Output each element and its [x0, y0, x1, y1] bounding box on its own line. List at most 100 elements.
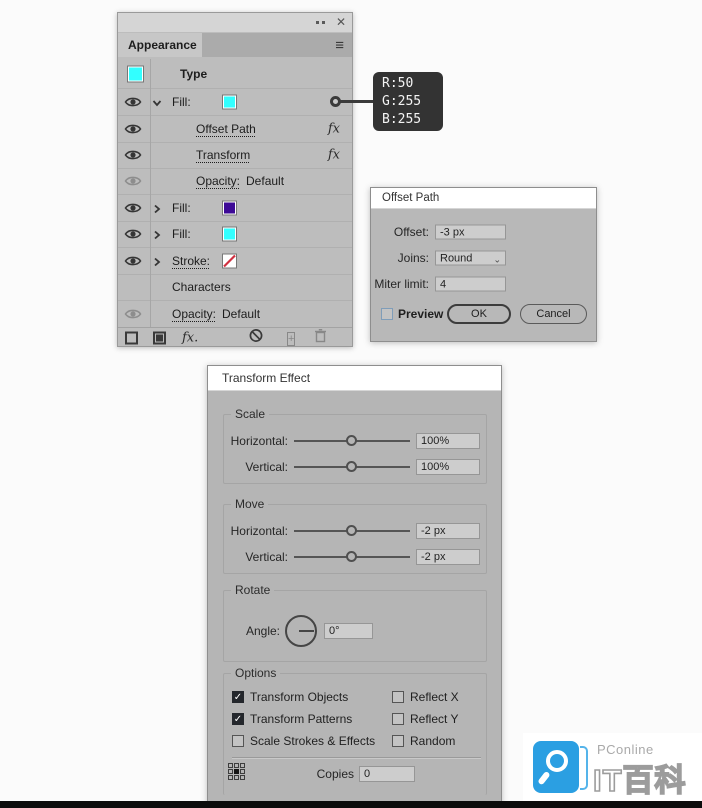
fill-color-swatch[interactable]: [222, 200, 237, 216]
row-label[interactable]: Fill:: [172, 201, 191, 215]
duplicate-item-icon[interactable]: +: [287, 332, 296, 346]
appearance-row-type[interactable]: Type: [118, 59, 352, 89]
cancel-button[interactable]: Cancel: [520, 304, 587, 324]
visibility-eye-icon-dim[interactable]: [124, 175, 142, 188]
panel-menu-icon[interactable]: ≡: [335, 37, 344, 54]
move-group: Move Horizontal: Vertical:: [223, 497, 487, 574]
row-label[interactable]: Fill:: [172, 95, 191, 109]
checkbox-reflect-y[interactable]: ✓: [392, 713, 404, 725]
tooltip-connector-line: [340, 100, 374, 103]
appearance-row-offset-path[interactable]: Offset Path fx: [118, 116, 352, 143]
color-target-dot[interactable]: [330, 96, 341, 107]
fx-effect-icon[interactable]: fx: [327, 121, 340, 137]
panel-tab-bar: Appearance ≡: [118, 33, 352, 57]
tooltip-g-value: G:255: [382, 94, 422, 109]
appearance-row-fill-purple[interactable]: Fill:: [118, 195, 352, 222]
appearance-row-transform[interactable]: Transform fx: [118, 142, 352, 169]
add-new-fill-icon[interactable]: [153, 331, 166, 345]
watermark: PConline IT百科: [523, 733, 702, 801]
visibility-eye-icon[interactable]: [124, 202, 142, 215]
move-vertical-input[interactable]: [416, 549, 480, 565]
panel-window-bar[interactable]: ✕: [118, 13, 352, 33]
joins-label: Joins:: [397, 251, 429, 265]
fx-effect-icon[interactable]: fx: [327, 147, 340, 163]
checkbox-random[interactable]: ✓: [392, 735, 404, 747]
type-color-swatch[interactable]: [127, 65, 144, 82]
appearance-row-fill-top[interactable]: Fill:: [118, 89, 352, 116]
visibility-eye-icon[interactable]: [124, 228, 142, 241]
row-label[interactable]: Fill:: [172, 227, 191, 241]
reference-point-locator-icon[interactable]: [228, 763, 247, 782]
dialog-title[interactable]: Transform Effect: [208, 366, 501, 391]
appearance-row-fill-cyan[interactable]: Fill:: [118, 221, 352, 248]
stroke-none-swatch[interactable]: [222, 253, 237, 269]
dialog-title[interactable]: Offset Path: [371, 188, 596, 209]
fill-color-swatch[interactable]: [222, 94, 237, 110]
angle-dial[interactable]: [285, 615, 317, 647]
effect-link-transform[interactable]: Transform: [196, 148, 251, 162]
magnifier-icon: [546, 750, 568, 772]
opacity-value: Default: [246, 174, 285, 188]
chevron-down-icon[interactable]: [151, 96, 163, 108]
watermark-brand: PConline: [597, 742, 654, 757]
scale-vertical-slider[interactable]: [294, 461, 410, 473]
copies-label: Copies: [316, 767, 354, 781]
options-divider: [232, 757, 481, 758]
ok-button[interactable]: OK: [447, 304, 511, 324]
tab-appearance[interactable]: Appearance: [118, 33, 202, 57]
close-icon[interactable]: ✕: [335, 15, 346, 29]
row-label[interactable]: Characters: [172, 280, 231, 294]
miter-limit-input[interactable]: [435, 276, 506, 292]
appearance-row-stroke[interactable]: Stroke:: [118, 248, 352, 275]
move-horizontal-input[interactable]: [416, 523, 480, 539]
visibility-eye-icon-dim[interactable]: [124, 308, 142, 321]
copies-input[interactable]: [359, 766, 415, 782]
joins-dropdown[interactable]: Round ⌄: [435, 250, 506, 266]
rotate-legend: Rotate: [231, 583, 275, 597]
move-vertical-slider[interactable]: [294, 551, 410, 563]
checkbox-label: Reflect X: [410, 690, 459, 704]
appearance-row-opacity-nested[interactable]: Opacity: Default: [118, 168, 352, 195]
chevron-right-icon[interactable]: [151, 255, 163, 267]
appearance-panel: ✕ Appearance ≡ Type Fill: Offse: [117, 12, 353, 347]
appearance-row-opacity[interactable]: Opacity: Default: [118, 301, 352, 328]
add-new-stroke-icon[interactable]: [125, 331, 138, 345]
clear-appearance-icon[interactable]: [249, 329, 263, 348]
preview-checkbox[interactable]: ✓: [381, 308, 393, 320]
offset-input[interactable]: [435, 224, 506, 240]
chevron-right-icon[interactable]: [151, 202, 163, 214]
angle-input[interactable]: [324, 623, 373, 639]
scale-horizontal-slider[interactable]: [294, 435, 410, 447]
slider-handle[interactable]: [346, 551, 357, 562]
checkbox-label: Transform Objects: [250, 690, 349, 704]
move-horizontal-slider[interactable]: [294, 525, 410, 537]
opacity-link[interactable]: Opacity: Default: [172, 307, 261, 321]
stroke-link[interactable]: Stroke:: [172, 254, 211, 268]
slider-handle[interactable]: [346, 461, 357, 472]
slider-handle[interactable]: [346, 435, 357, 446]
visibility-eye-icon[interactable]: [124, 149, 142, 162]
checkbox-transform-objects[interactable]: ✓: [232, 691, 244, 703]
add-new-effect-icon[interactable]: fx.: [182, 330, 199, 346]
chevron-right-icon[interactable]: [151, 228, 163, 240]
collapse-panel-icon[interactable]: [316, 21, 326, 25]
effect-link-offset-path[interactable]: Offset Path: [196, 122, 256, 136]
visibility-eye-icon[interactable]: [124, 123, 142, 136]
visibility-eye-icon[interactable]: [124, 255, 142, 268]
opacity-link[interactable]: Opacity: Default: [196, 174, 285, 188]
appearance-footer-toolbar: fx. +: [118, 327, 352, 348]
fill-color-swatch[interactable]: [222, 226, 237, 242]
miter-limit-label: Miter limit:: [374, 277, 429, 291]
checkbox-scale-strokes[interactable]: ✓: [232, 735, 244, 747]
appearance-row-characters[interactable]: Characters: [118, 274, 352, 301]
bottom-crop-bar: [0, 801, 702, 808]
visibility-eye-icon[interactable]: [124, 96, 142, 109]
scale-vertical-input[interactable]: [416, 459, 480, 475]
scale-horizontal-input[interactable]: [416, 433, 480, 449]
checkbox-reflect-x[interactable]: ✓: [392, 691, 404, 703]
offset-path-dialog: Offset Path Offset: Joins: Round⌄ Miter …: [370, 187, 597, 342]
delete-item-icon[interactable]: [314, 329, 327, 348]
slider-handle[interactable]: [346, 525, 357, 536]
checkbox-transform-patterns[interactable]: ✓: [232, 713, 244, 725]
